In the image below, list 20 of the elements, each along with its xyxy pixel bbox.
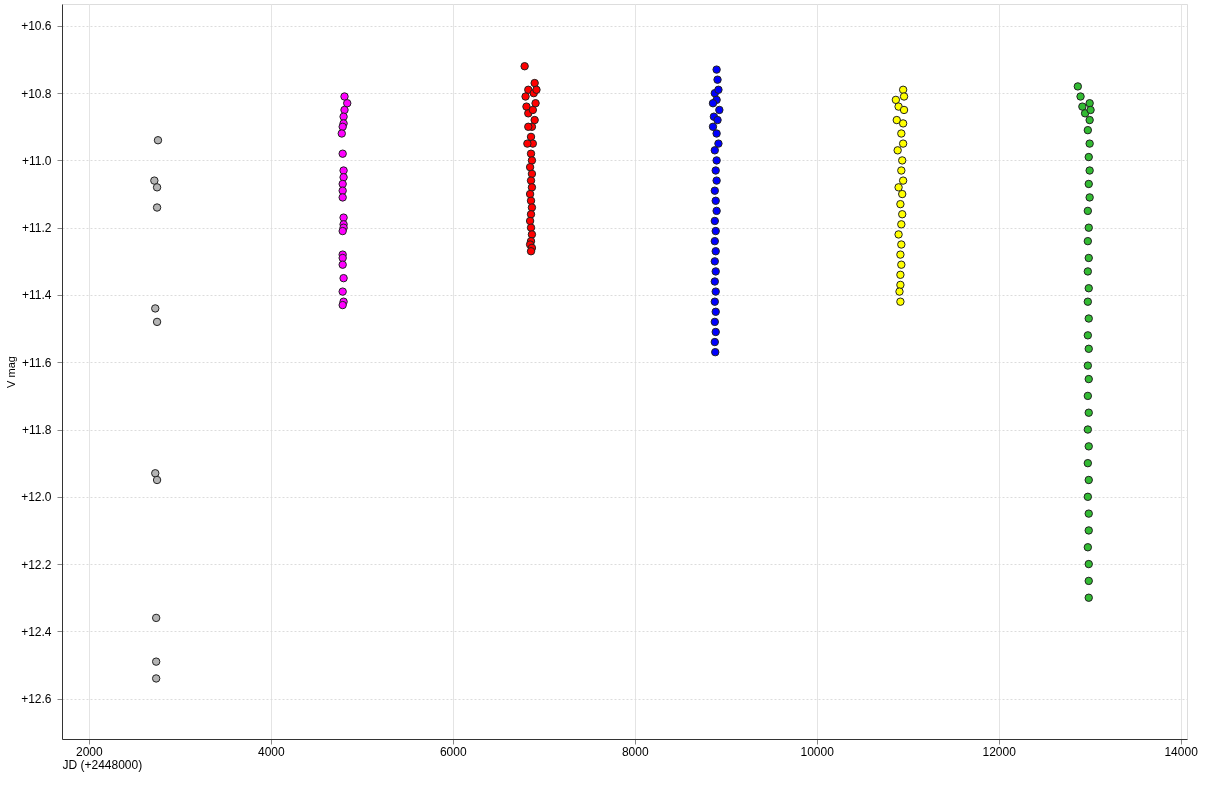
y-tick-label: +11.2 [22,221,52,236]
x-tick-label: 12000 [982,744,1017,759]
x-tick-label: 2000 [75,744,104,759]
y-tick-label: +12.2 [21,557,52,572]
x-tick-label: 6000 [439,744,467,759]
y-tick-label: +12.4 [21,624,52,639]
y-tick-label: +10.6 [21,19,52,34]
x-axis-title: JD (+2448000) [62,757,143,772]
y-axis-title: V mag [5,356,18,388]
y-tick-label: +11.8 [22,423,52,438]
x-tick-label: 8000 [621,744,649,759]
y-tick-label: +11.6 [22,355,52,370]
y-tick-label: +12.6 [21,692,52,707]
y-tick-label: +11.0 [22,153,52,168]
y-tick-label: +10.8 [21,86,52,101]
x-tick-label: 4000 [257,744,285,759]
y-tick-label: +11.4 [22,288,52,303]
x-tick-label: 14000 [1164,744,1199,759]
x-tick-label: 10000 [800,744,835,759]
y-tick-label: +12.0 [21,490,52,505]
